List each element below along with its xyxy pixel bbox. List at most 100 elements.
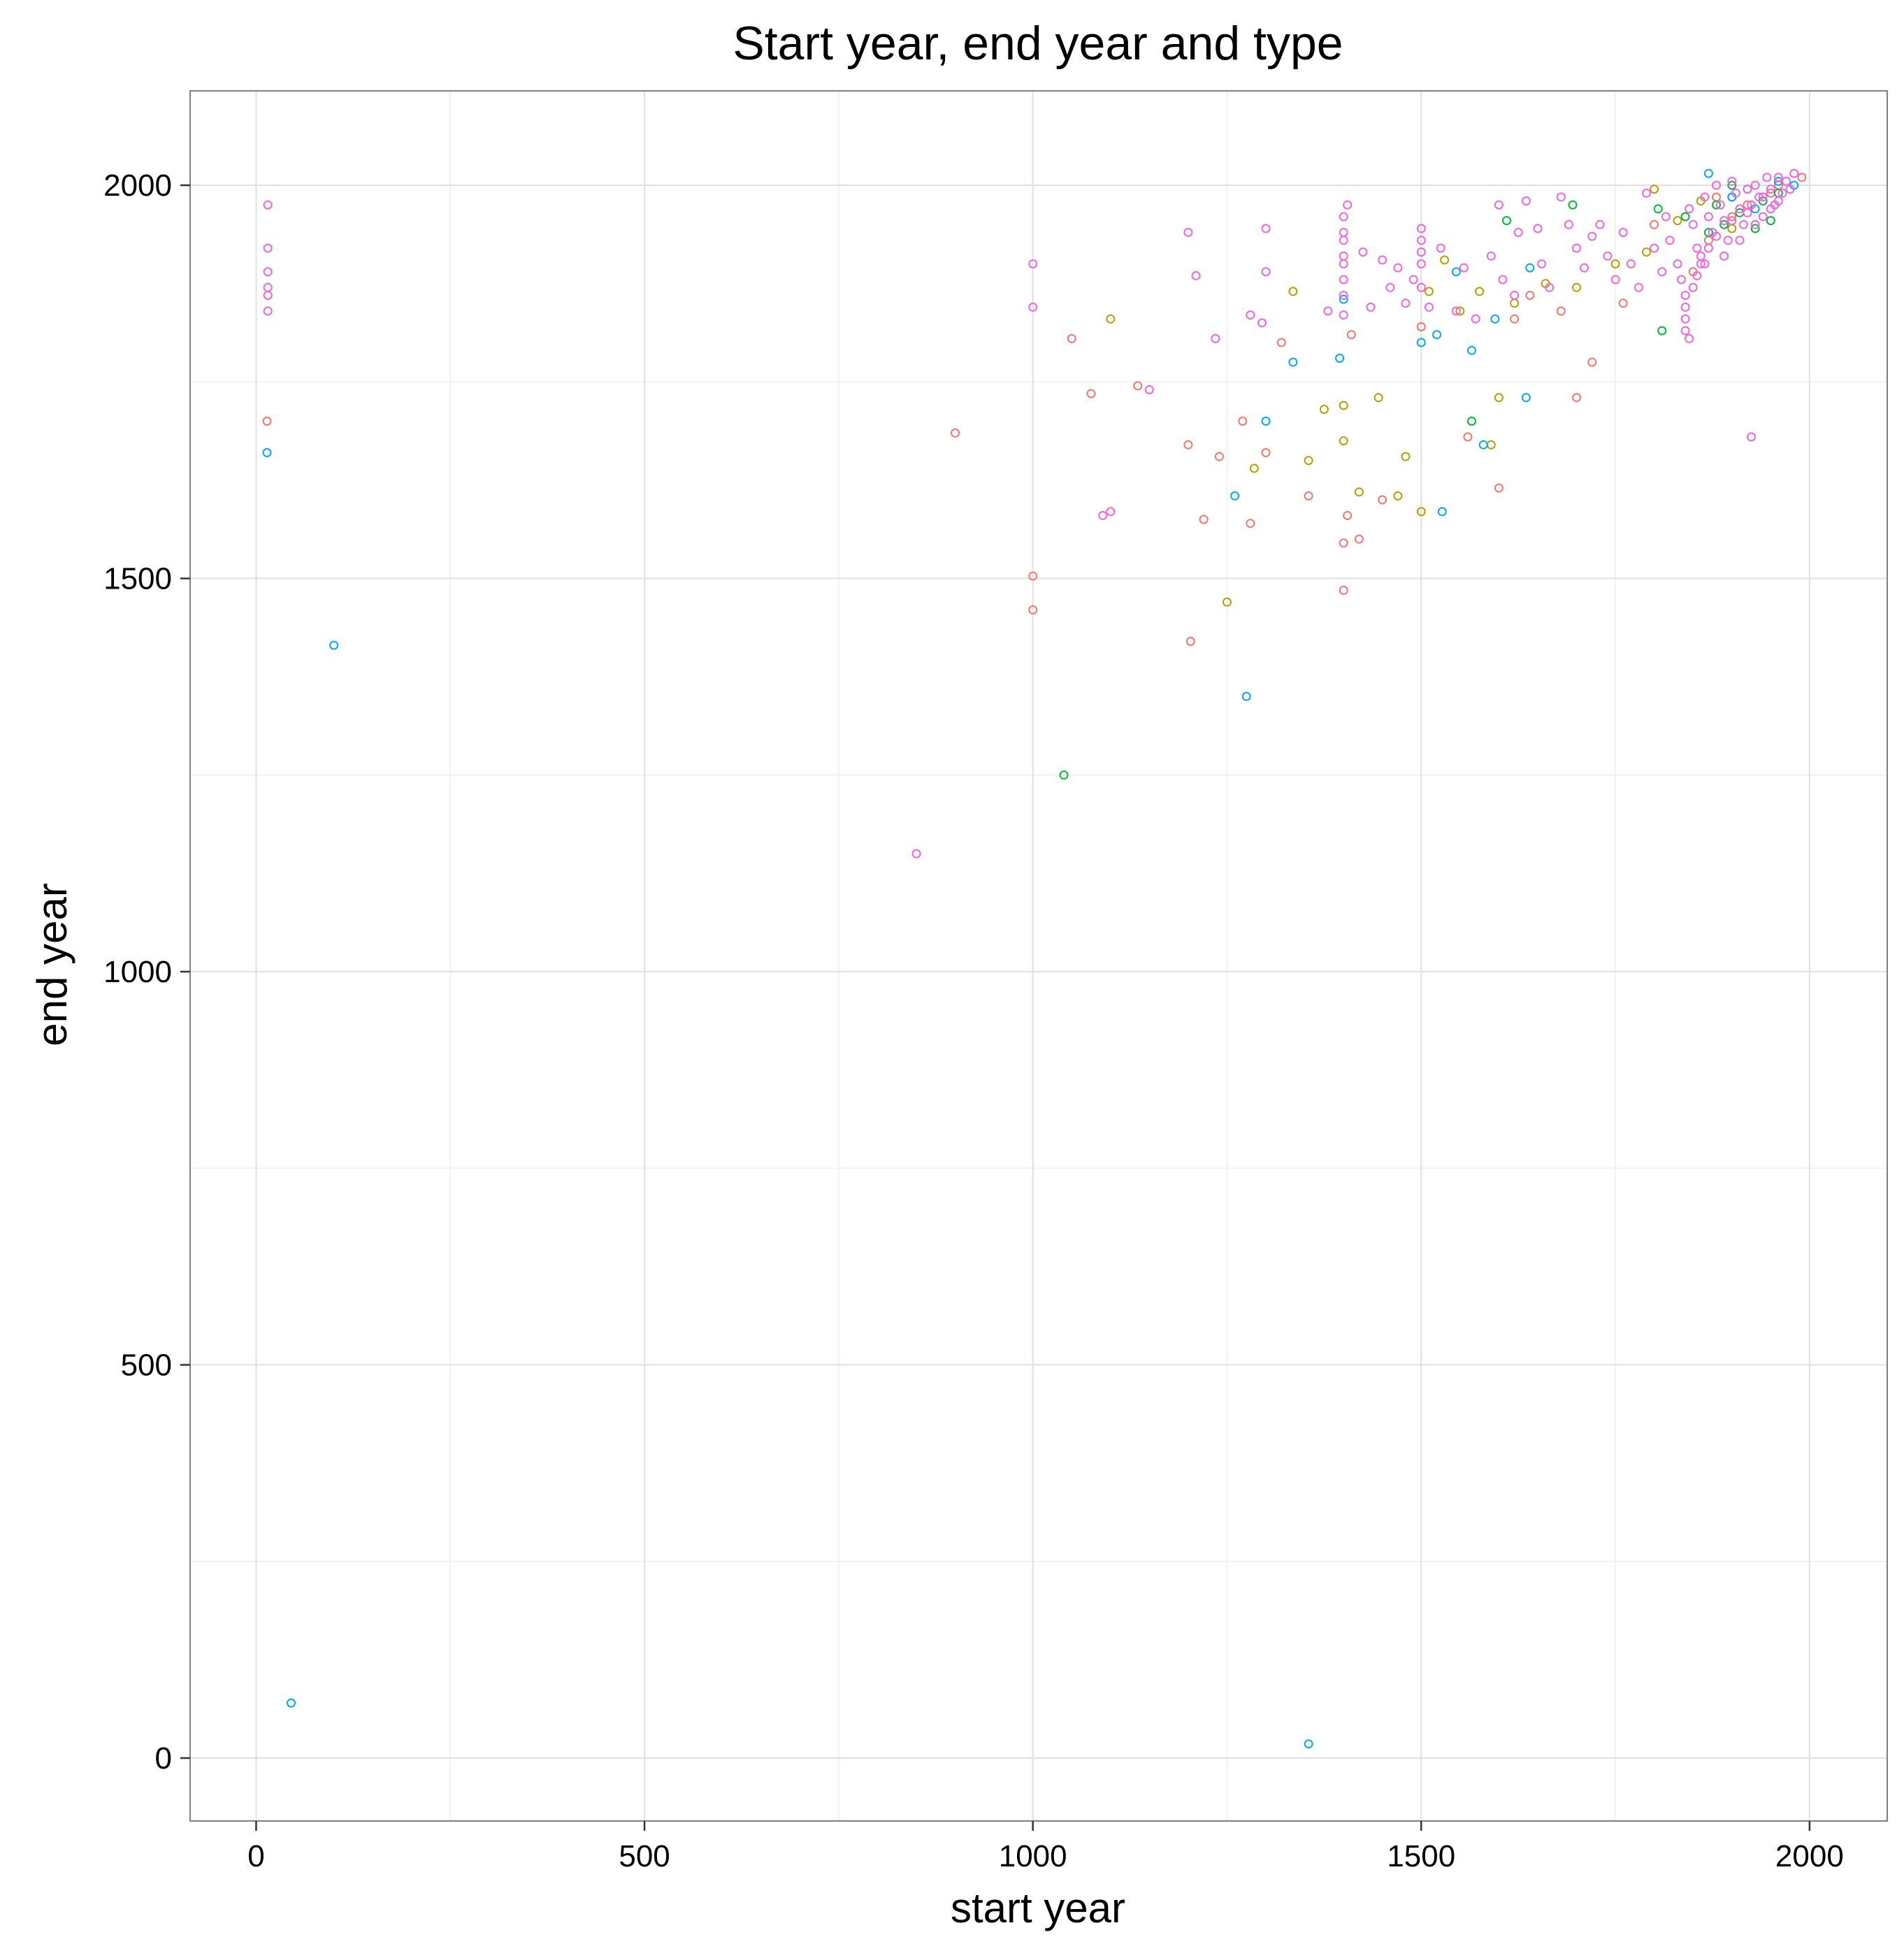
x-tick-label: 1000 [999,1839,1067,1873]
data-point [1339,275,1348,285]
data-point [1467,345,1476,355]
data-point [1735,204,1745,214]
data-point [1743,185,1752,194]
data-point [1673,259,1682,268]
data-point [1700,192,1710,202]
data-point [1416,322,1426,331]
data-point [1214,452,1224,461]
data-point [263,306,273,316]
data-point [1715,200,1725,210]
data-point [1339,538,1348,548]
data-point [1754,192,1764,202]
data-point [911,849,921,858]
data-point [1498,275,1508,285]
data-point [1424,302,1434,312]
data-point [1595,219,1605,229]
data-point [1545,282,1555,292]
data-point [1437,507,1447,517]
data-point [1603,251,1613,261]
data-point [1688,282,1698,292]
x-tick-label: 1500 [1387,1839,1455,1873]
data-point [1199,514,1209,524]
data-point [263,267,273,277]
data-point [1230,491,1240,501]
data-point [1211,333,1220,343]
y-tick-label: 1000 [103,955,172,989]
data-point [1490,314,1500,324]
data-point [263,200,273,210]
data-point [1618,298,1628,308]
data-point [1723,236,1733,245]
data-point [1276,338,1286,347]
data-point [1703,228,1713,237]
data-point [1183,228,1193,237]
data-point [1750,219,1760,229]
x-tick-label: 0 [247,1839,264,1873]
data-point [1261,224,1271,233]
data-point [1766,204,1775,214]
data-point [1339,294,1348,304]
x-axis-tick-labels: 0 500 1000 1500 2000 [247,1839,1844,1873]
data-point [1261,267,1271,277]
data-point [263,291,273,300]
data-point [1773,196,1783,206]
data-point [1633,282,1643,292]
data-point [1657,267,1667,277]
data-point [1354,487,1364,497]
data-point [1525,291,1535,300]
data-point [1185,637,1195,646]
data-point [1249,463,1259,473]
data-point [1475,287,1485,296]
data-points [262,168,1807,1749]
data-point [1385,282,1395,292]
data-point [1510,291,1520,300]
data-point [1782,176,1791,186]
data-point [1241,691,1251,701]
data-point [1727,212,1737,222]
data-point [1642,188,1651,198]
data-point [1743,208,1752,217]
data-point [1712,200,1721,210]
data-point [1564,219,1573,229]
data-point [1416,247,1426,257]
data-point [1680,291,1690,300]
data-point [1451,306,1461,316]
data-point [329,640,339,650]
data-point [1665,236,1675,245]
data-point [1440,255,1450,265]
data-point [1086,389,1096,398]
data-point [1696,251,1705,261]
data-point [1416,282,1426,292]
data-point [1339,585,1348,595]
y-tick-label: 500 [121,1348,172,1383]
data-point [1738,219,1748,229]
data-point [1343,200,1353,210]
data-point [1463,432,1473,442]
data-point [1580,263,1589,273]
data-point [1556,192,1566,202]
data-point [1304,491,1313,501]
data-point [1098,511,1108,520]
data-point [1762,173,1772,182]
data-point [1750,224,1760,233]
data-point [1650,243,1659,253]
data-point [1680,302,1690,312]
data-point [1288,357,1298,367]
data-point [1304,1739,1313,1749]
data-point [1758,192,1768,202]
data-point [1692,271,1702,280]
data-point [1378,495,1387,505]
data-point [1537,259,1546,268]
data-point [1183,440,1193,449]
grid-lines [190,91,1887,1821]
data-point [1494,200,1503,210]
data-point [262,448,272,457]
data-point [1416,236,1426,245]
data-point [1703,212,1713,222]
data-point [1502,216,1511,226]
data-point [1459,263,1469,273]
data-point [1673,216,1682,226]
data-point [1766,185,1775,194]
data-point [1059,770,1069,780]
data-point [1688,219,1698,229]
